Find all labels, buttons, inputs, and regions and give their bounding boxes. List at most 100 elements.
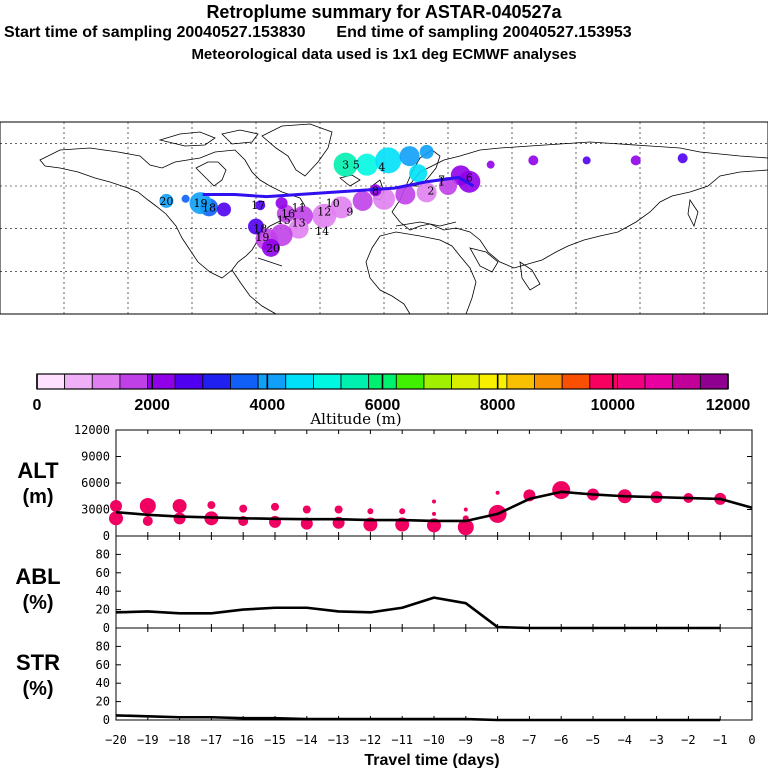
- alt-series-line: [115, 490, 753, 523]
- abl-y-tick-label: 60: [96, 566, 110, 580]
- colorbar-swatch: [644, 373, 674, 390]
- end-value: 20040527.153953: [502, 24, 632, 41]
- plume-cluster: [288, 218, 309, 239]
- x-tick-label: −10: [423, 733, 445, 747]
- colorbar-tick-label: 10000: [591, 397, 636, 414]
- alt-cluster-point: [172, 498, 187, 513]
- alt-cluster-point: [367, 508, 374, 515]
- plume-cluster: [352, 190, 373, 211]
- str-y-tick-label: 20: [96, 695, 110, 709]
- colorbar-swatch: [561, 373, 591, 390]
- colorbar-tick-label: 2000: [134, 397, 170, 414]
- alt-cluster-point: [109, 511, 123, 526]
- x-tick-label: −20: [105, 733, 127, 747]
- x-tick-label: −1: [713, 733, 727, 747]
- plume-cluster: [528, 155, 539, 166]
- plume-day-label: 6: [466, 171, 473, 184]
- plume-cluster: [189, 192, 212, 215]
- plume-cluster: [458, 170, 481, 193]
- met-data-note: Meteorological data used is 1x1 deg ECMW…: [191, 46, 577, 63]
- colorbar-label: Altitude (m): [309, 410, 401, 428]
- colorbar-swatch: [506, 373, 535, 390]
- colorbar-swatch: [312, 373, 342, 390]
- plume-cluster: [248, 218, 264, 235]
- colorbar-tick-label: 0: [33, 397, 42, 414]
- time-series-panels: 120009000600030000806040200806040200−20−…: [74, 423, 756, 747]
- x-tick-label: −2: [681, 733, 695, 747]
- plume-day-label: 11: [292, 201, 306, 214]
- alt-cluster-point: [334, 505, 343, 514]
- colorbar-tick-label: 8000: [480, 397, 516, 414]
- alt-cluster-point: [399, 508, 406, 515]
- alt-cluster-point: [495, 490, 500, 495]
- abl-y-tick-label: 20: [96, 603, 110, 617]
- alt-panel-unit: (m): [22, 486, 53, 508]
- colorbar-swatch: [534, 373, 563, 390]
- plume-day-label: 5: [353, 159, 360, 172]
- alt-y-tick-label: 3000: [81, 503, 110, 517]
- x-tick-label: −3: [649, 733, 663, 747]
- plume-cluster: [181, 194, 190, 203]
- colorbar-tick-label: 6000: [365, 397, 401, 414]
- plume-cluster: [419, 144, 434, 159]
- alt-cluster-point: [207, 501, 216, 510]
- x-tick-label: −19: [137, 733, 159, 747]
- x-tick-label: −12: [360, 733, 382, 747]
- x-tick-label: −6: [554, 733, 568, 747]
- plume-day-label: 20: [159, 195, 173, 208]
- alt-panel-title: ALT: [17, 458, 59, 483]
- x-tick-label: −4: [618, 733, 632, 747]
- alt-cluster-point: [239, 504, 248, 513]
- alt-cluster-point: [139, 497, 156, 514]
- colorbar-tick-labels: 0 2000 4000 6000 8000 10000 12000: [33, 374, 751, 414]
- alt-cluster-point: [300, 517, 313, 530]
- abl-y-tick-label: 80: [96, 547, 110, 561]
- plume-cluster: [486, 160, 495, 169]
- alt-y-tick-label: 6000: [81, 476, 110, 490]
- plume-cluster: [409, 164, 428, 183]
- x-tick-label: −9: [459, 733, 473, 747]
- plume-cluster: [312, 203, 337, 228]
- map-gridlines: [0, 122, 768, 314]
- str-panel-unit: (%): [22, 678, 53, 700]
- sampling-times: Start time of sampling 20040527.153830 E…: [4, 24, 768, 42]
- str-series-line: [115, 714, 721, 722]
- plume-day-label: 18: [253, 223, 267, 236]
- plume-day-label: 13: [292, 216, 306, 229]
- colorbar-swatch: [257, 373, 287, 390]
- alt-cluster-point: [271, 502, 279, 511]
- plume-cluster: [159, 193, 174, 208]
- str-y-tick-label: 60: [96, 658, 110, 672]
- plume-cluster: [333, 152, 358, 177]
- colorbar-tick-label: 4000: [250, 397, 286, 414]
- plume-day-label: 15: [277, 214, 291, 227]
- alt-y-tick-label: 12000: [74, 423, 110, 437]
- plume-day-label: 17: [251, 199, 265, 212]
- colorbar-swatch: [230, 373, 259, 390]
- alt-cluster-point: [302, 505, 311, 514]
- plume-clusters: [159, 144, 688, 257]
- start-value: 20040527.153830: [176, 24, 306, 41]
- colorbar-swatch: [202, 373, 231, 390]
- plume-day-label: 19: [255, 231, 269, 244]
- colorbar-swatch: [174, 373, 204, 390]
- plume-cluster: [261, 238, 280, 257]
- plume-track: [202, 175, 475, 199]
- plume-day-label: 12: [317, 206, 331, 219]
- x-axis-label: Travel time (days): [364, 752, 499, 768]
- start-label: Start time of sampling: [4, 24, 173, 41]
- str-y-tick-label: 40: [96, 676, 110, 690]
- colorbar-tick-label: 12000: [706, 397, 751, 414]
- colorbar-swatch: [672, 373, 701, 390]
- x-tick-label: −18: [169, 733, 191, 747]
- str-y-tick-label: 80: [96, 639, 110, 653]
- str-y-tick-label: 0: [103, 713, 110, 727]
- alt-y-tick-label: 9000: [81, 450, 110, 464]
- plume-day-label: 19: [194, 197, 208, 210]
- plume-day-label: 2: [427, 184, 434, 197]
- abl-panel-unit: (%): [22, 592, 53, 614]
- colorbar-swatch: [285, 373, 314, 390]
- alt-cluster-point: [552, 481, 571, 500]
- x-tick-label: −5: [586, 733, 600, 747]
